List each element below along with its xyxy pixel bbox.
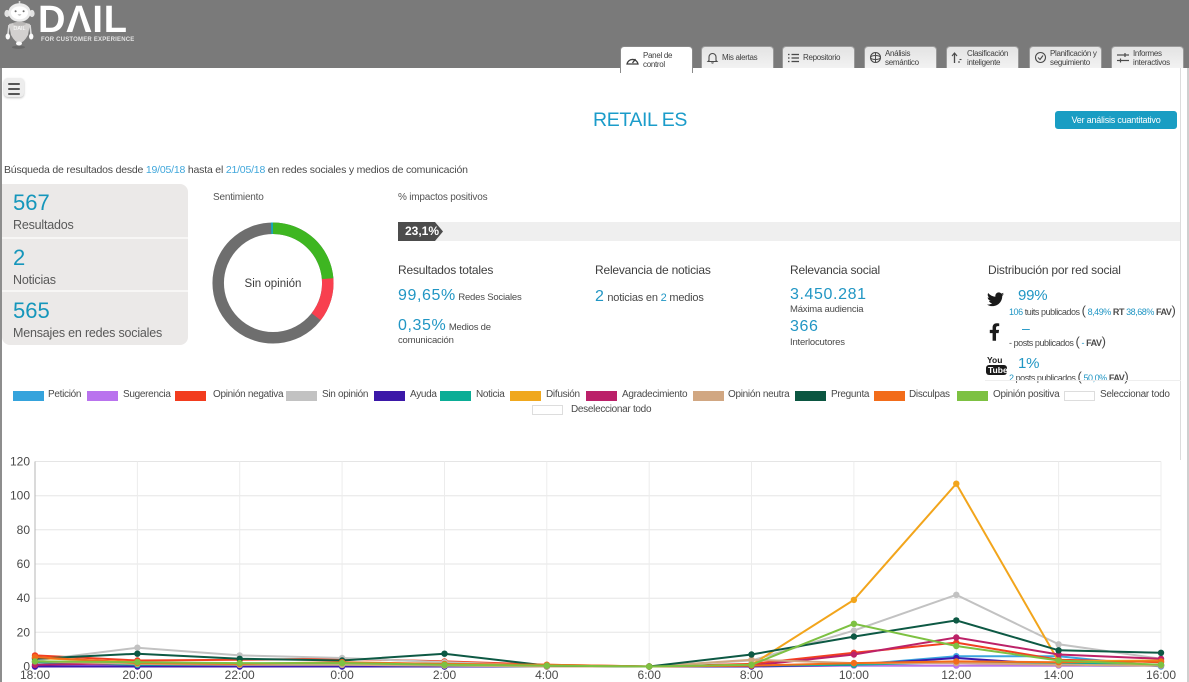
- svg-text:Sin opinión: Sin opinión: [245, 278, 302, 290]
- svg-text:You: You: [987, 355, 1002, 365]
- svg-text:20: 20: [17, 625, 31, 639]
- svg-text:40: 40: [17, 591, 31, 605]
- svg-text:80: 80: [17, 523, 31, 537]
- svg-text:12:00: 12:00: [941, 668, 971, 682]
- svg-text:4:00: 4:00: [535, 668, 559, 682]
- svg-text:16:00: 16:00: [1146, 668, 1176, 682]
- svg-text:60: 60: [17, 557, 31, 571]
- svg-text:8:00: 8:00: [740, 668, 764, 682]
- svg-text:10:00: 10:00: [839, 668, 869, 682]
- svg-text:20:00: 20:00: [122, 668, 152, 682]
- svg-text:Tube: Tube: [988, 365, 1008, 375]
- svg-text:0: 0: [23, 660, 30, 674]
- svg-text:2:00: 2:00: [433, 668, 457, 682]
- svg-text:100: 100: [10, 489, 30, 503]
- svg-text:18:00: 18:00: [20, 668, 50, 682]
- svg-text:6:00: 6:00: [638, 668, 662, 682]
- svg-text:DAIL: DAIL: [13, 26, 25, 32]
- svg-text:0:00: 0:00: [330, 668, 354, 682]
- svg-text:22:00: 22:00: [225, 668, 255, 682]
- svg-text:120: 120: [10, 455, 30, 469]
- svg-text:14:00: 14:00: [1044, 668, 1074, 682]
